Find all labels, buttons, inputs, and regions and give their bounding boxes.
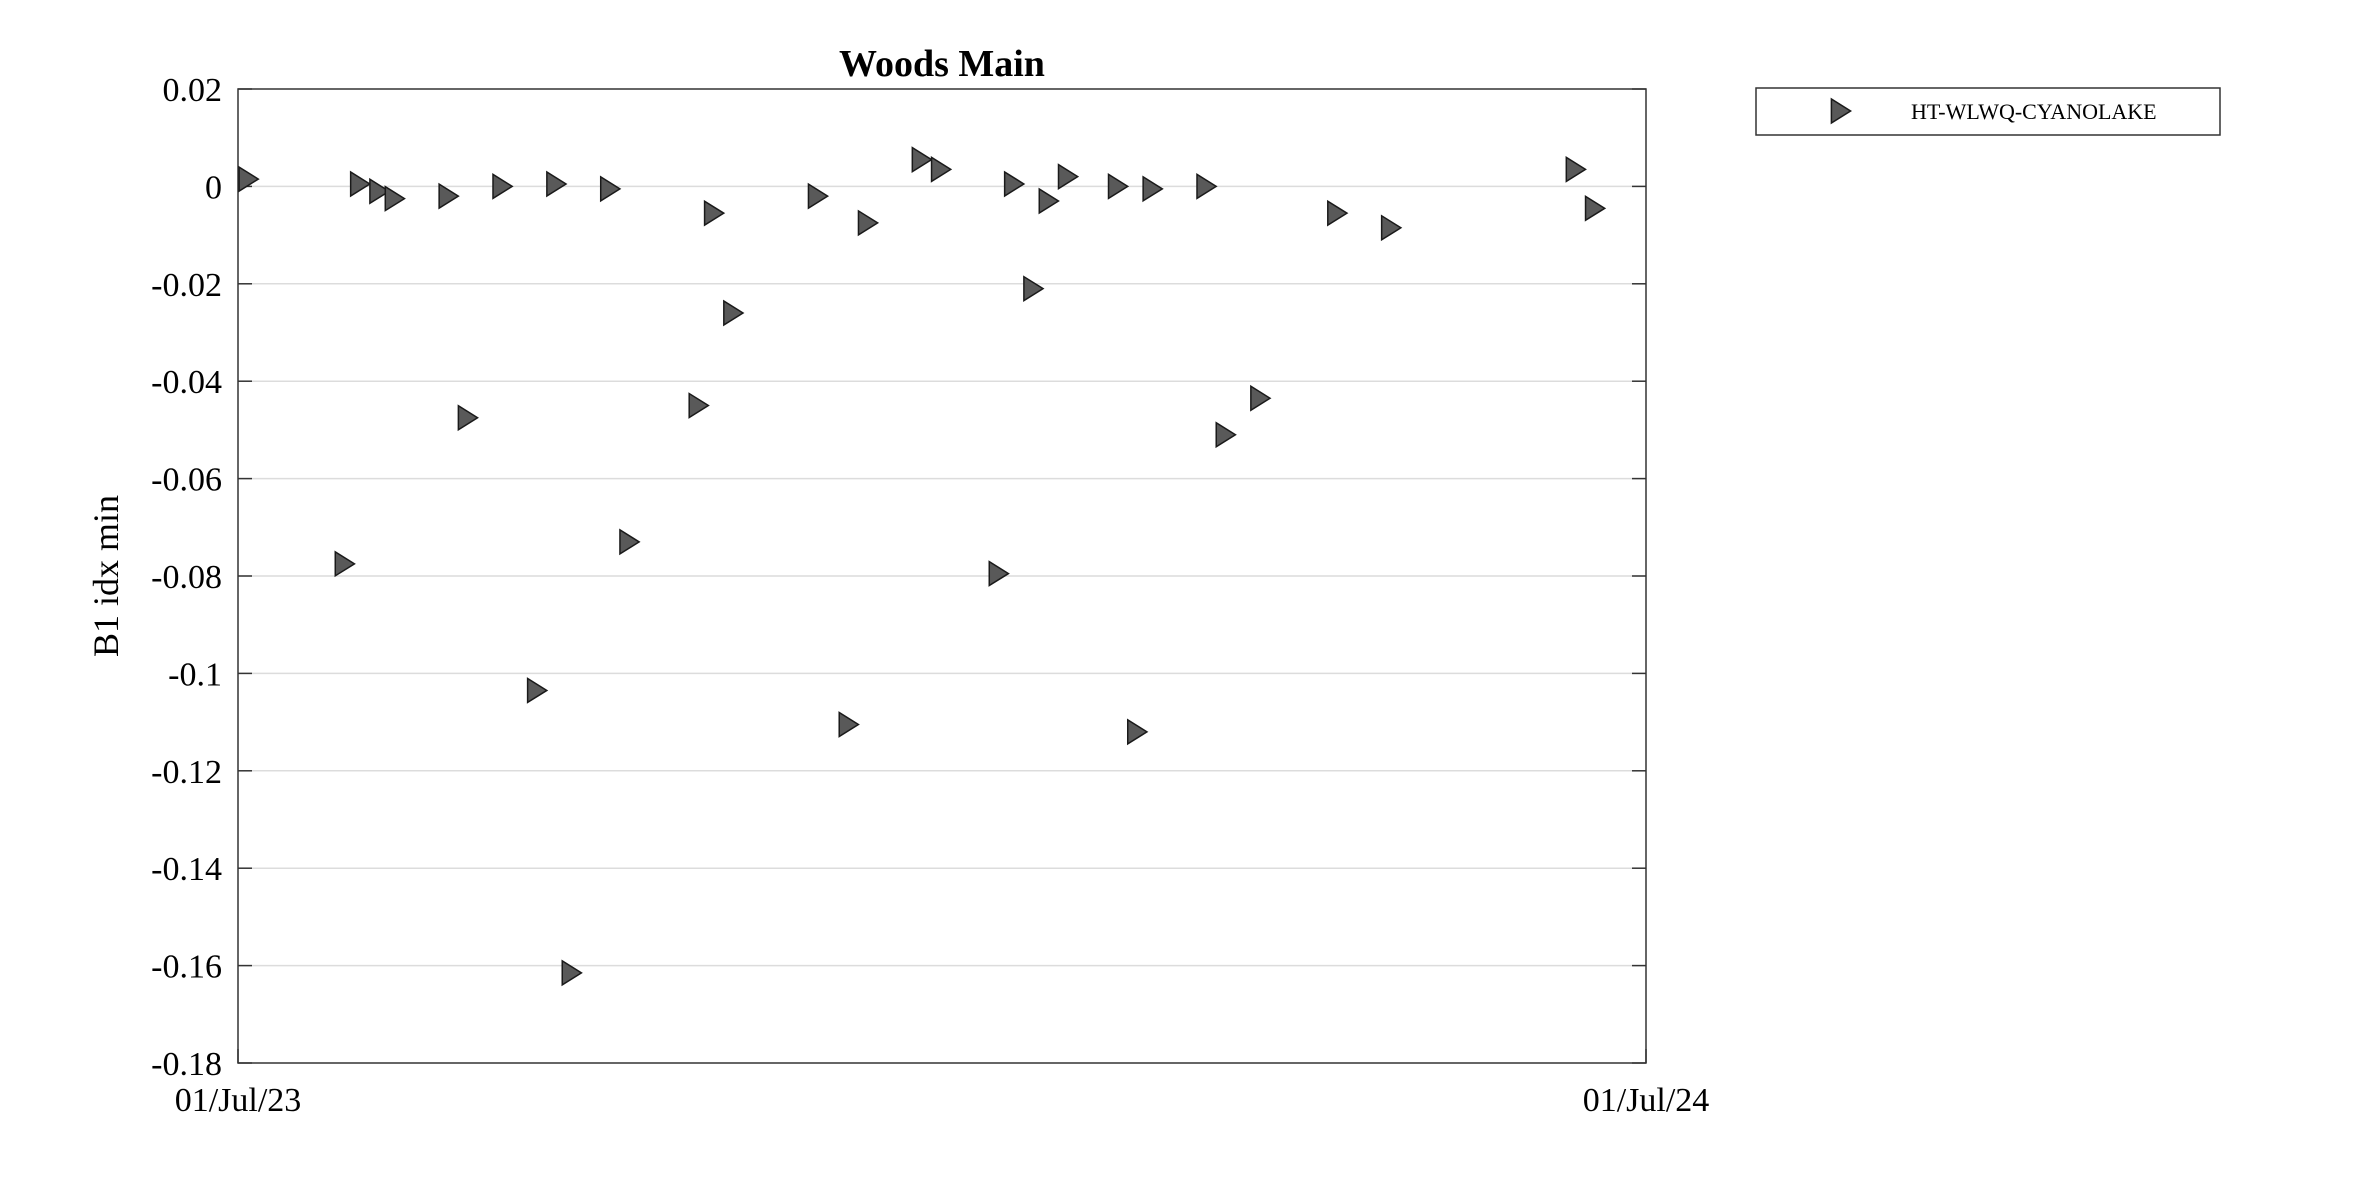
x-axis: 01/Jul/23 01/Jul/24	[175, 1049, 1710, 1119]
data-point	[1250, 384, 1272, 412]
y-tick-label: -0.16	[151, 949, 222, 986]
data-point	[1215, 421, 1237, 449]
data-point	[599, 175, 622, 203]
data-point	[334, 550, 356, 578]
data-point	[1196, 173, 1218, 200]
data-point	[857, 209, 880, 237]
data-point	[703, 199, 726, 227]
data-point	[526, 677, 549, 704]
data-point	[688, 392, 710, 419]
data-point	[384, 185, 406, 212]
data-point	[988, 560, 1010, 587]
y-tick-label: -0.06	[151, 462, 222, 499]
y-axis: 0.02 0 -0.02 -0.04 -0.06 -0.08 -0.1 -0.12 -0.14 -…	[151, 72, 1646, 1083]
data-point	[546, 170, 568, 198]
data-point	[561, 959, 583, 987]
data-point	[369, 177, 391, 205]
data-point	[807, 182, 830, 210]
data-point	[1327, 199, 1349, 227]
y-tick-label: 0	[205, 169, 222, 206]
y-tick-label: -0.02	[151, 267, 222, 304]
data-point	[1584, 194, 1607, 222]
data-point	[1107, 173, 1130, 200]
legend: HT-WLWQ-CYANOLAKE	[1755, 87, 2221, 136]
x-tick-label: 01/Jul/23	[175, 1082, 302, 1119]
data-point	[438, 182, 460, 210]
data-point	[930, 156, 953, 183]
y-tick-label: -0.08	[151, 559, 222, 596]
y-tick-label: -0.14	[151, 851, 222, 888]
legend-marker-icon	[1830, 97, 1853, 125]
y-tick-label: -0.1	[168, 656, 222, 693]
x-tick-label: 01/Jul/24	[1583, 1082, 1710, 1119]
y-axis-label: B1 idx min	[86, 495, 126, 657]
data-point	[911, 146, 933, 173]
data-point	[1038, 187, 1060, 215]
data-point	[1126, 718, 1149, 746]
data-point	[723, 299, 745, 327]
data-point	[1057, 163, 1080, 191]
legend-entry-label: HT-WLWQ-CYANOLAKE	[1911, 99, 2157, 124]
chart-title: Woods Main	[839, 43, 1045, 85]
data-point	[457, 404, 479, 432]
y-tick-label: -0.04	[151, 364, 222, 401]
y-tick-label: -0.12	[151, 754, 222, 791]
data-point	[349, 170, 372, 198]
data-point	[492, 173, 514, 200]
data-point	[1003, 170, 1026, 198]
data-points	[238, 146, 1607, 987]
gridlines	[238, 185, 1646, 967]
data-point	[1142, 175, 1164, 203]
data-point	[838, 711, 860, 738]
data-point	[1023, 275, 1045, 303]
data-point	[238, 165, 260, 193]
data-point	[1565, 156, 1587, 183]
data-point	[1380, 214, 1403, 242]
data-point	[619, 528, 641, 556]
y-tick-label: -0.18	[151, 1046, 222, 1083]
y-tick-label: 0.02	[163, 72, 223, 109]
